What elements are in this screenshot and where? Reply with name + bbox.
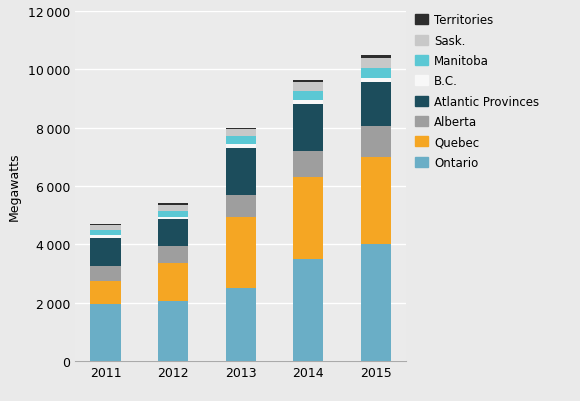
- Bar: [158, 217, 188, 220]
- Bar: [293, 101, 324, 105]
- Bar: [90, 304, 121, 361]
- Bar: [90, 281, 121, 304]
- Bar: [90, 230, 121, 236]
- Bar: [226, 128, 256, 130]
- Bar: [158, 211, 188, 217]
- Bar: [226, 217, 256, 288]
- Bar: [158, 301, 188, 361]
- Bar: [226, 195, 256, 217]
- Bar: [361, 83, 391, 127]
- Bar: [226, 288, 256, 361]
- Y-axis label: Megawatts: Megawatts: [8, 152, 21, 221]
- Bar: [90, 236, 121, 239]
- Bar: [293, 259, 324, 361]
- Bar: [361, 157, 391, 245]
- Bar: [90, 226, 121, 230]
- Bar: [361, 59, 391, 69]
- Bar: [226, 130, 256, 137]
- Bar: [361, 79, 391, 83]
- Bar: [90, 266, 121, 281]
- Bar: [361, 69, 391, 79]
- Bar: [293, 80, 324, 83]
- Bar: [361, 56, 391, 59]
- Bar: [293, 178, 324, 259]
- Bar: [158, 204, 188, 205]
- Bar: [293, 83, 324, 92]
- Bar: [226, 137, 256, 144]
- Bar: [158, 220, 188, 246]
- Bar: [226, 149, 256, 195]
- Bar: [361, 245, 391, 361]
- Legend: Territories, Sask., Manitoba, B.C., Atlantic Provinces, Alberta, Quebec, Ontario: Territories, Sask., Manitoba, B.C., Atla…: [415, 14, 539, 169]
- Bar: [158, 205, 188, 211]
- Bar: [90, 239, 121, 266]
- Bar: [158, 246, 188, 263]
- Bar: [293, 152, 324, 178]
- Bar: [90, 224, 121, 226]
- Bar: [158, 263, 188, 301]
- Bar: [293, 105, 324, 152]
- Bar: [293, 92, 324, 101]
- Bar: [226, 144, 256, 149]
- Bar: [361, 127, 391, 158]
